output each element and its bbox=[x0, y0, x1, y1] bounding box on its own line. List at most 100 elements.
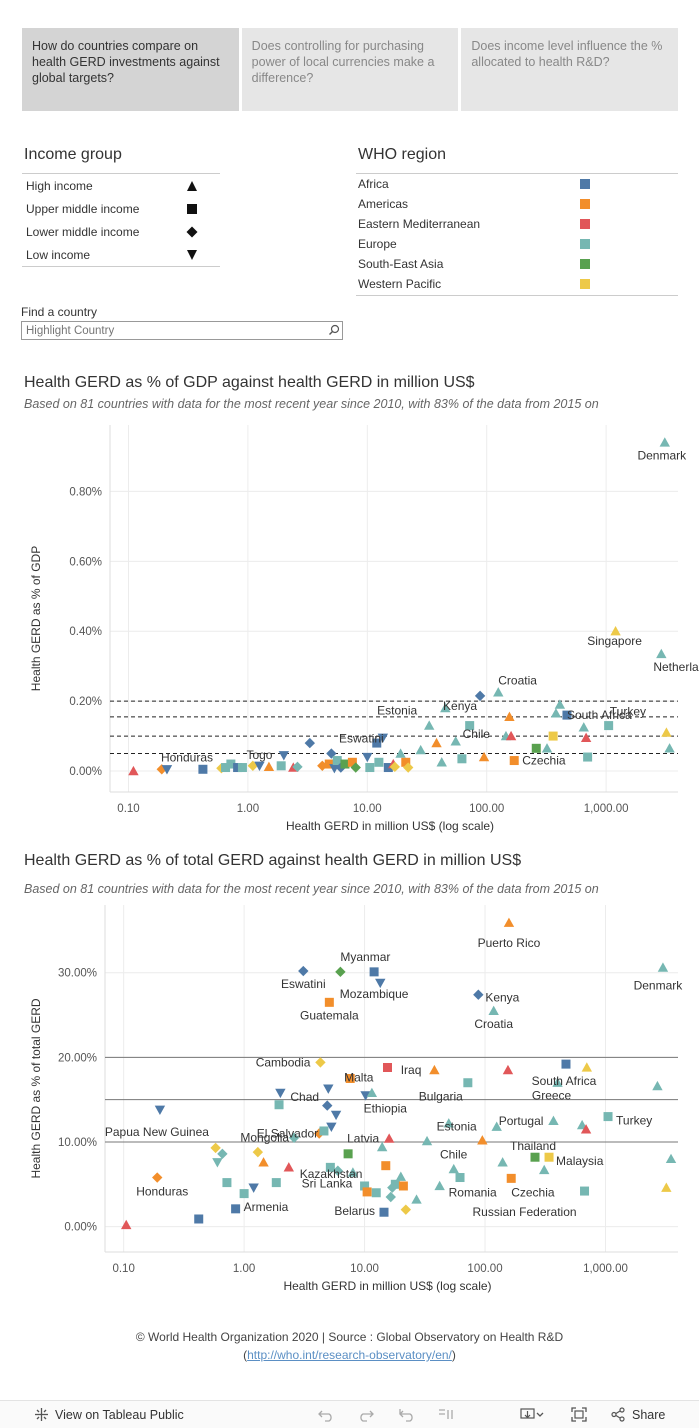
point-south-east-asia-marker[interactable] bbox=[350, 762, 361, 773]
point-czechia-marker[interactable] bbox=[509, 756, 519, 766]
legend-item-americas[interactable]: Americas bbox=[356, 194, 678, 214]
point-denmark-marker[interactable] bbox=[659, 437, 670, 447]
point-europe-marker[interactable] bbox=[440, 702, 451, 713]
point-europe-marker[interactable] bbox=[395, 748, 406, 758]
point-greece-marker[interactable] bbox=[552, 1077, 563, 1087]
point-europe-marker[interactable] bbox=[325, 1162, 335, 1172]
point-thailand-marker[interactable] bbox=[530, 1152, 540, 1162]
point-europe-marker[interactable] bbox=[374, 757, 384, 767]
point-europe-marker[interactable] bbox=[411, 1194, 422, 1204]
point-honduras-marker[interactable] bbox=[161, 765, 173, 775]
view-on-tableau-public-button[interactable]: View on Tableau Public bbox=[34, 1407, 184, 1422]
point-togo-marker[interactable] bbox=[254, 761, 265, 771]
point-americas-marker[interactable] bbox=[263, 761, 275, 771]
legend-item-upper-middle-income[interactable]: Upper middle income bbox=[22, 197, 220, 220]
point-europe-marker[interactable] bbox=[550, 708, 562, 718]
point-africa-marker[interactable] bbox=[323, 1084, 334, 1094]
point-malaysia-marker[interactable] bbox=[544, 1152, 554, 1162]
point-eswatini-marker[interactable] bbox=[326, 748, 337, 759]
point-bulgaria-marker[interactable] bbox=[463, 1078, 473, 1088]
point-europe-marker[interactable] bbox=[226, 759, 236, 769]
revert-button[interactable] bbox=[397, 1407, 415, 1422]
point-armenia-marker[interactable] bbox=[231, 1204, 241, 1214]
point-western-pacific-marker[interactable] bbox=[548, 731, 558, 741]
legend-item-south-east-asia[interactable]: South-East Asia bbox=[356, 254, 678, 274]
point-chile-marker[interactable] bbox=[477, 1135, 488, 1145]
point-mozambique-marker[interactable] bbox=[369, 967, 379, 977]
point-europe-marker[interactable] bbox=[652, 1080, 663, 1091]
legend-item-lower-middle-income[interactable]: Lower middle income bbox=[22, 220, 220, 243]
share-button[interactable]: Share bbox=[610, 1407, 665, 1422]
fullscreen-button[interactable] bbox=[571, 1407, 587, 1422]
point-europe-marker[interactable] bbox=[385, 1191, 396, 1203]
point-americas-marker[interactable] bbox=[156, 764, 167, 775]
download-button[interactable] bbox=[520, 1407, 544, 1422]
legend-item-eastern-mediterranean[interactable]: Eastern Mediterranean bbox=[356, 214, 678, 234]
point-europe-marker[interactable] bbox=[217, 1148, 228, 1160]
point-europe-marker[interactable] bbox=[541, 743, 553, 753]
point-europe-marker[interactable] bbox=[365, 763, 375, 773]
point-americas-marker[interactable] bbox=[258, 1157, 269, 1167]
tab-purchasing-power[interactable]: Does controlling for purchasing power of… bbox=[241, 28, 459, 111]
point-europe-marker[interactable] bbox=[436, 757, 447, 767]
point-guatemala-marker[interactable] bbox=[324, 997, 334, 1007]
point-europe-marker[interactable] bbox=[450, 736, 461, 746]
point-europe-marker[interactable] bbox=[465, 721, 475, 731]
point-eastern-mediterranean-marker[interactable] bbox=[505, 730, 517, 741]
point-americas-marker[interactable] bbox=[431, 737, 442, 748]
point-americas-marker[interactable] bbox=[381, 1161, 391, 1171]
point-europe-marker[interactable] bbox=[371, 1188, 381, 1198]
point-europe-marker[interactable] bbox=[434, 1180, 445, 1191]
point-europe-marker[interactable] bbox=[448, 1163, 459, 1174]
point-europe-marker[interactable] bbox=[276, 761, 286, 771]
point-netherlands-marker[interactable] bbox=[656, 648, 667, 659]
point-western-pacific-marker[interactable] bbox=[402, 762, 414, 773]
point-europe-marker[interactable] bbox=[604, 721, 614, 731]
point-europe-marker[interactable] bbox=[415, 744, 426, 755]
point-americas-marker[interactable] bbox=[398, 1181, 408, 1191]
point-europe-marker[interactable] bbox=[347, 1167, 359, 1177]
point-turkey-marker[interactable] bbox=[603, 1112, 613, 1122]
legend-item-europe[interactable]: Europe bbox=[356, 234, 678, 254]
point-africa-marker[interactable] bbox=[372, 738, 382, 748]
point-czechia-marker[interactable] bbox=[506, 1173, 516, 1183]
point-europe-marker[interactable] bbox=[212, 1158, 223, 1168]
point-sri-lanka-marker[interactable] bbox=[390, 1179, 400, 1189]
point-europe-marker[interactable] bbox=[332, 1165, 344, 1176]
point-europe-marker[interactable] bbox=[376, 1141, 388, 1152]
point-eastern-mediterranean-marker[interactable] bbox=[121, 1219, 132, 1230]
point-africa-marker[interactable] bbox=[233, 763, 243, 773]
point-africa-marker[interactable] bbox=[248, 1183, 259, 1193]
search-icon[interactable] bbox=[328, 324, 340, 336]
point-honduras-marker[interactable] bbox=[152, 1172, 163, 1183]
point-europe-marker[interactable] bbox=[239, 1189, 249, 1199]
point-americas-marker[interactable] bbox=[401, 757, 411, 767]
point-europe-marker[interactable] bbox=[221, 763, 231, 773]
point-kenya-marker[interactable] bbox=[474, 690, 486, 702]
undo-button[interactable] bbox=[317, 1407, 335, 1422]
point-africa-marker[interactable] bbox=[304, 737, 316, 749]
point-africa-marker[interactable] bbox=[322, 1100, 333, 1111]
point-africa-marker[interactable] bbox=[362, 752, 373, 763]
source-link[interactable]: http://who.int/research-observatory/en/ bbox=[247, 1348, 452, 1362]
point-kenya-marker[interactable] bbox=[473, 989, 484, 1000]
point-south-east-asia-marker[interactable] bbox=[531, 743, 541, 753]
point-africa-marker[interactable] bbox=[330, 1110, 342, 1121]
point-chad-marker[interactable] bbox=[275, 1088, 286, 1099]
point-europe-marker[interactable] bbox=[332, 756, 342, 766]
point-croatia-marker[interactable] bbox=[493, 687, 504, 697]
point-europe-marker[interactable] bbox=[222, 1178, 232, 1188]
point-estonia-marker[interactable] bbox=[424, 720, 435, 730]
point-americas-marker[interactable] bbox=[504, 711, 515, 722]
point-turkey-marker[interactable] bbox=[578, 722, 589, 732]
point-africa-marker[interactable] bbox=[377, 733, 389, 744]
point-puerto-rico-marker[interactable] bbox=[503, 917, 515, 927]
point-eastern-mediterranean-marker[interactable] bbox=[283, 1162, 295, 1172]
point-europe-marker[interactable] bbox=[665, 1153, 677, 1164]
point-americas-marker[interactable] bbox=[347, 757, 357, 767]
point-ethiopia-marker[interactable] bbox=[360, 1091, 371, 1101]
point-africa-marker[interactable] bbox=[375, 978, 386, 989]
legend-item-africa[interactable]: Africa bbox=[356, 174, 678, 194]
point-europe-marker[interactable] bbox=[271, 1178, 281, 1188]
point-americas-marker[interactable] bbox=[478, 751, 490, 762]
